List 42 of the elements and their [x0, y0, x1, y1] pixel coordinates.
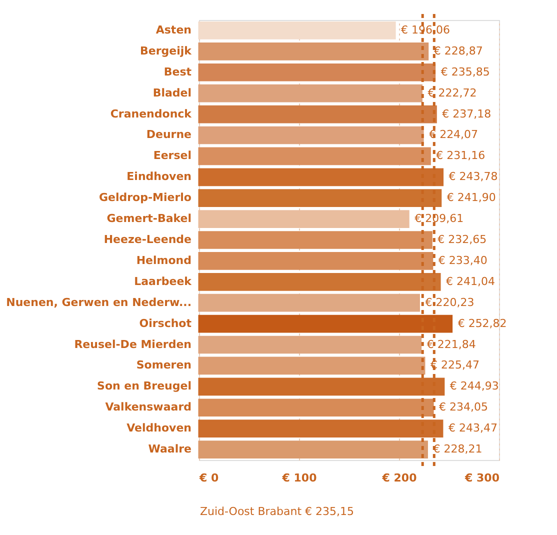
x-tick-label: € 0 [198, 472, 219, 484]
y-tick-label: Bergeijk [140, 44, 192, 58]
data-label: € 233,40 [438, 254, 488, 267]
y-tick-label: Heeze-Leende [104, 233, 192, 246]
y-tick-label: Asten [156, 23, 192, 36]
y-tick-label: Eersel [153, 149, 192, 162]
y-tick-label: Deurne [146, 128, 192, 142]
data-label: € 252,82 [458, 316, 507, 330]
y-tick-label: Son en Breugel [97, 380, 192, 393]
y-tick-label: Reusel-De Mierden [74, 338, 192, 351]
data-label: € 221,84 [426, 338, 476, 351]
data-label: € 235,85 [440, 65, 490, 78]
x-tick-label: € 100 [281, 472, 318, 484]
y-tick-label: Valkenswaard [105, 400, 192, 414]
y-tick-label: Geldrop-Mierlo [99, 191, 192, 204]
data-label: € 243,47 [448, 422, 498, 435]
y-tick-label: Nuenen, Gerwen en Nederw... [6, 296, 192, 309]
x-tick-label: € 300 [464, 472, 500, 484]
x-tick-label: € 200 [381, 472, 418, 484]
y-tick-label: Best [164, 65, 192, 78]
data-label: € 228,87 [434, 44, 483, 58]
data-label: € 234,05 [439, 400, 488, 414]
data-label: € 241,04 [446, 274, 496, 288]
y-tick-label: Cranendonck [110, 107, 192, 120]
y-tick-label: Gemert-Bakel [106, 212, 192, 226]
data-label: € 232,65 [438, 233, 487, 246]
ref-line-label: Zuid-Oost Brabant € 235,15 [200, 505, 354, 518]
y-tick-label: Laarbeek [134, 274, 192, 288]
data-label: € 209,61 [414, 212, 464, 226]
y-tick-label: Waalre [148, 442, 192, 456]
data-label: € 231,16 [436, 149, 486, 162]
data-label: € 244,93 [450, 380, 499, 393]
y-tick-label: Veldhoven [126, 422, 192, 435]
data-label: € 220,23 [425, 296, 474, 309]
data-label: € 237,18 [442, 107, 492, 120]
y-tick-label: Bladel [152, 86, 192, 100]
data-label: € 241,90 [446, 191, 496, 204]
y-tick-label: Someren [136, 358, 192, 372]
y-tick-label: Oirschot [139, 316, 192, 330]
y-tick-label: Eindhoven [126, 170, 192, 184]
y-tick-label: Helmond [136, 254, 192, 267]
data-label: € 243,78 [448, 170, 498, 184]
